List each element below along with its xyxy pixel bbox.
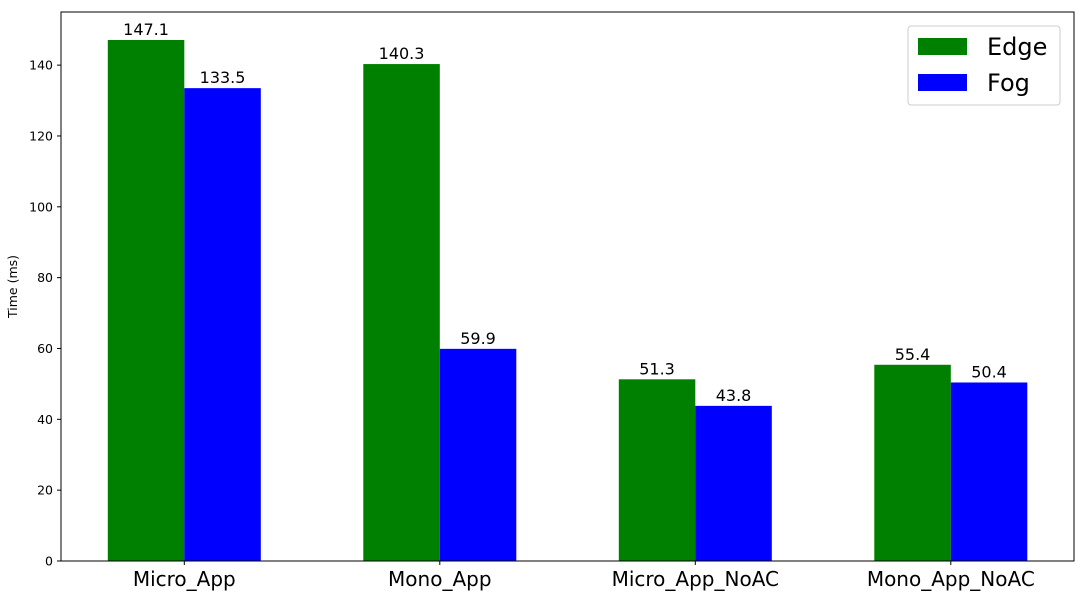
y-tick-label: 0: [45, 554, 53, 569]
bar-edge-mono-app: [363, 64, 440, 561]
legend-label-fog: Fog: [987, 69, 1030, 97]
data-label-fog-micro-app-noac: 43.8: [716, 386, 752, 405]
bar-edge-micro-app: [107, 39, 185, 562]
x-axis: Micro_App Mono_App Micro_App_NoAC Mono_App_…: [133, 561, 1035, 591]
y-tick-label: 140: [29, 58, 53, 73]
plot-frame: [60, 11, 1075, 562]
bar-edge-mono-app-noac: [874, 364, 951, 561]
y-tick-label: 60: [37, 341, 53, 356]
y-tick-label: 120: [29, 128, 53, 143]
x-tick-label-micro-app-noac: Micro_App_NoAC: [612, 567, 779, 591]
data-label-edge-micro-app-noac: 51.3: [639, 359, 675, 378]
data-label-fog-mono-app: 59.9: [460, 329, 496, 348]
legend-swatch-edge: [918, 38, 967, 55]
bar-fog-micro-app-noac: [695, 405, 772, 561]
data-label-edge-mono-app-noac: 55.4: [895, 345, 931, 364]
bar-fog-mono-app-noac: [950, 382, 1028, 561]
data-label-fog-micro-app: 133.5: [200, 68, 246, 87]
y-tick-label: 20: [37, 483, 53, 498]
bar-fog-mono-app: [439, 348, 517, 561]
data-label-edge-micro-app: 147.1: [123, 20, 169, 39]
y-tick-label: 100: [29, 199, 53, 214]
bar-fog-micro-app: [184, 88, 261, 561]
legend: Edge Fog: [907, 25, 1061, 106]
data-label-fog-mono-app-noac: 50.4: [971, 362, 1007, 381]
data-label-edge-mono-app: 140.3: [379, 44, 425, 63]
bar-edge-micro-app-noac: [618, 379, 696, 561]
x-tick-label-micro-app: Micro_App: [133, 567, 236, 591]
x-tick-label-mono-app-noac: Mono_App_NoAC: [867, 567, 1035, 591]
y-axis: 0 20 40 60 80 100 120 140: [29, 58, 61, 569]
y-axis-title: Time (ms): [5, 255, 20, 319]
y-tick-label: 40: [37, 412, 53, 427]
legend-swatch-fog: [918, 74, 967, 91]
legend-label-edge: Edge: [987, 33, 1047, 61]
data-labels-group: 147.1 140.3 51.3 55.4 133.5 59.9 43.8 50.4: [123, 20, 1007, 405]
bars-group: [107, 39, 1028, 562]
y-tick-label: 80: [37, 270, 53, 285]
x-tick-label-mono-app: Mono_App: [388, 567, 491, 591]
